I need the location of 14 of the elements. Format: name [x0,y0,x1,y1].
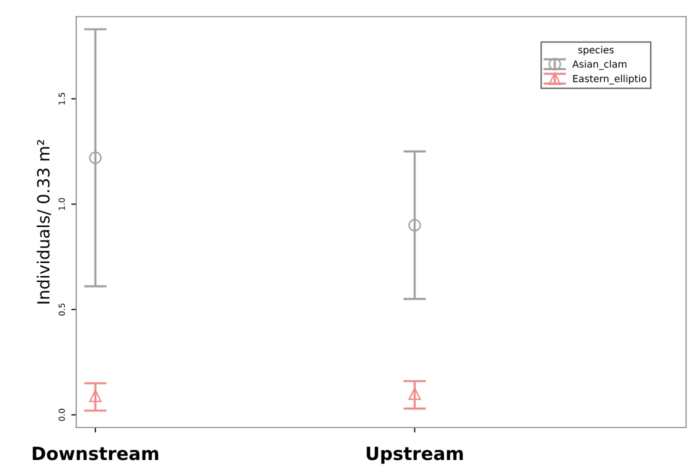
x-tick-label: Downstream [32,446,158,460]
legend-title: species [578,46,614,56]
y-tick-label: 0.0 [58,408,65,421]
point [408,388,421,400]
y-tick-label: 1.5 [58,92,65,105]
y-axis-title: Individuals/ 0.33 m² [36,140,51,304]
legend-label: Eastern_elliptio [573,74,646,84]
point [89,390,102,402]
point [89,152,102,164]
y-tick-label: 0.5 [58,304,65,316]
legend-label: Asian_clam [572,60,626,70]
x-tick-label: Upstream [366,446,463,464]
y-tick-label: 1.0 [58,198,65,210]
point [408,218,421,232]
